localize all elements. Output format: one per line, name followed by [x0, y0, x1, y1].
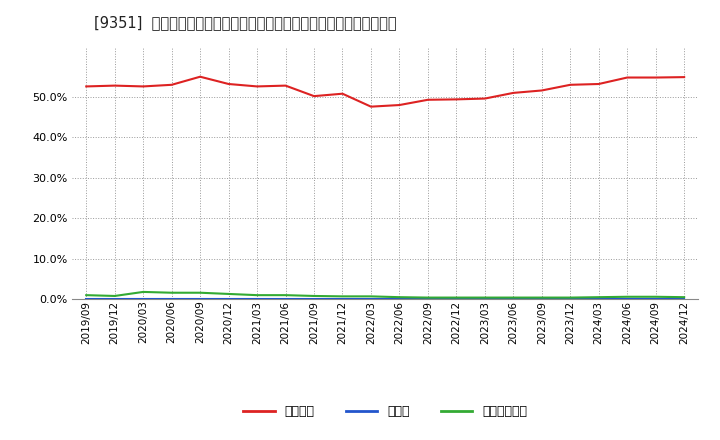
Text: [9351]  自己資本、のれん、繰延税金資産の総資産に対する比率の推移: [9351] 自己資本、のれん、繰延税金資産の総資産に対する比率の推移 — [94, 15, 396, 30]
Legend: 自己資本, のれん, 繰延税金資産: 自己資本, のれん, 繰延税金資産 — [238, 400, 532, 423]
